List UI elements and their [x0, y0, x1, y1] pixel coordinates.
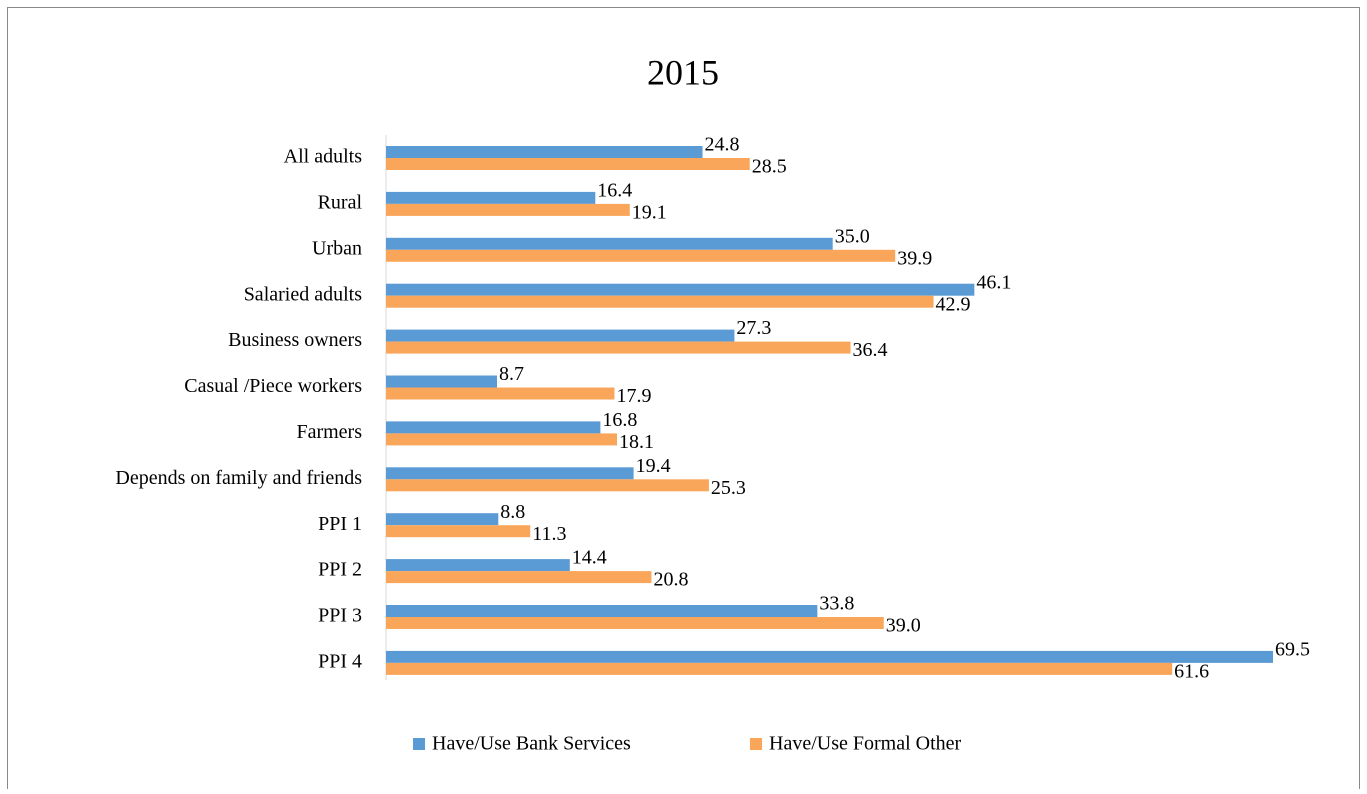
y-tick-label: Casual /Piece workers	[184, 375, 362, 397]
bar	[386, 513, 499, 526]
bar	[386, 203, 630, 216]
data-label: 16.8	[602, 409, 637, 431]
bar	[386, 387, 615, 400]
bar	[386, 283, 975, 296]
y-tick-label: All adults	[284, 146, 363, 168]
bar	[386, 341, 851, 354]
bar	[386, 375, 498, 388]
data-label: 11.3	[532, 523, 566, 545]
data-label: 19.1	[632, 201, 667, 223]
bar	[386, 249, 896, 262]
data-label: 25.3	[711, 477, 746, 499]
chart-frame	[7, 7, 1360, 794]
y-tick-label: PPI 2	[318, 559, 362, 581]
legend-label: Have/Use Bank Services	[432, 733, 631, 755]
y-tick-label: PPI 1	[318, 513, 362, 535]
y-tick-label: Business owners	[228, 329, 362, 351]
data-label: 18.1	[619, 431, 654, 453]
bar	[386, 662, 1173, 675]
legend-label: Have/Use Formal Other	[769, 733, 962, 755]
bar	[386, 158, 750, 170]
bar	[386, 191, 596, 204]
data-label: 8.7	[499, 363, 524, 385]
chart-title: 2015	[647, 52, 719, 92]
data-label: 35.0	[835, 225, 870, 247]
data-label: 27.3	[736, 317, 771, 339]
data-label: 19.4	[636, 455, 671, 477]
bar	[386, 571, 652, 584]
bar	[386, 146, 703, 158]
data-label: 33.8	[819, 593, 854, 615]
data-label: 28.5	[752, 156, 787, 178]
y-tick-label: Salaried adults	[244, 283, 363, 305]
data-label: 42.9	[936, 293, 971, 315]
bar	[386, 237, 833, 250]
bar	[386, 605, 818, 617]
y-tick-label: Urban	[312, 237, 362, 259]
bar	[386, 559, 570, 572]
data-label: 20.8	[653, 569, 688, 591]
data-label: 17.9	[616, 385, 651, 407]
data-label: 39.9	[897, 247, 932, 269]
data-label: 24.8	[705, 134, 740, 156]
bar	[386, 467, 634, 480]
data-label: 39.0	[886, 615, 921, 637]
bar	[386, 617, 884, 629]
y-tick-label: Depends on family and friends	[115, 467, 362, 489]
data-label: 14.4	[572, 547, 607, 569]
bar	[386, 329, 735, 342]
y-tick-label: Farmers	[296, 421, 362, 443]
bar	[386, 421, 601, 434]
bar	[386, 295, 934, 308]
data-label: 8.8	[500, 501, 525, 523]
y-tick-label: Rural	[318, 191, 363, 213]
bar	[386, 433, 618, 446]
data-label: 46.1	[976, 271, 1011, 293]
data-label: 61.6	[1174, 660, 1209, 682]
data-label: 69.5	[1275, 638, 1310, 660]
bar	[386, 650, 1273, 663]
data-label: 16.4	[597, 179, 632, 201]
legend-swatch	[413, 738, 425, 750]
data-label: 36.4	[853, 339, 888, 361]
bar	[386, 525, 531, 538]
legend-swatch	[750, 738, 762, 750]
y-tick-label: PPI 4	[318, 650, 362, 672]
bar	[386, 479, 709, 492]
y-tick-label: PPI 3	[318, 605, 362, 627]
